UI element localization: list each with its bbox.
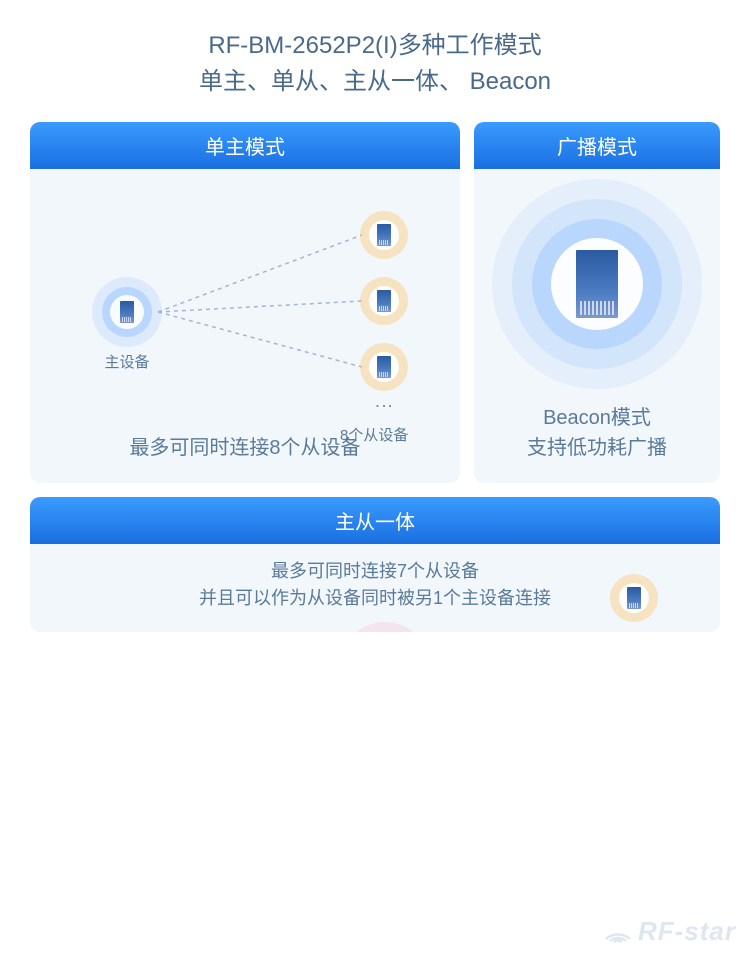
desc-line1: 最多可同时连接7个从设备	[271, 561, 479, 581]
card-header-broadcast: 广播模式	[474, 122, 720, 169]
card-header-single-master: 单主模式	[30, 122, 460, 169]
slave-node-2	[360, 277, 408, 325]
row-2: 主从一体 主设备 主从一体设备	[0, 497, 750, 646]
slave-count-label: 8个从设备	[340, 424, 408, 445]
card-body-single-master: 主设备 ⋮ 8个从设备	[30, 169, 460, 419]
ellipsis-icon: ⋮	[379, 397, 388, 417]
chip-icon	[120, 301, 134, 323]
card-header-master-slave: 主从一体	[30, 497, 720, 544]
center-halo	[340, 622, 430, 632]
title-line-1: RF-BM-2652P2(I)多种工作模式	[0, 28, 750, 64]
chip-icon	[576, 250, 618, 318]
card-master-slave: 主从一体 主设备 主从一体设备	[30, 497, 720, 632]
desc-line2: 并且可以作为从设备同时被另1个主设备连接	[199, 588, 551, 608]
master-halo	[92, 277, 162, 347]
card-single-master: 单主模式 主设备 ⋮ 8	[30, 122, 460, 483]
slave-node-3	[360, 343, 408, 391]
desc-line1: Beacon模式	[543, 407, 651, 429]
chip-icon	[377, 224, 391, 246]
desc-line2: 支持低功耗广播	[527, 437, 667, 459]
card-desc-broadcast: Beacon模式 支持低功耗广播	[474, 389, 720, 483]
title-block: RF-BM-2652P2(I)多种工作模式 单主、单从、主从一体、 Beacon	[0, 0, 750, 122]
wifi-icon	[604, 921, 632, 943]
title-line-2: 单主、单从、主从一体、 Beacon	[0, 64, 750, 100]
watermark-text: RF-star	[638, 916, 736, 947]
slave-node-1	[360, 211, 408, 259]
master-device-node	[92, 277, 162, 347]
chip-icon	[377, 356, 391, 378]
watermark: RF-star	[604, 916, 736, 947]
master-label: 主设备	[92, 351, 162, 372]
card-body-broadcast	[474, 169, 720, 389]
row-1: 单主模式 主设备 ⋮ 8	[0, 122, 750, 497]
slave-node-1	[610, 574, 658, 622]
center-device-node	[340, 622, 430, 632]
beacon-halo	[492, 179, 702, 389]
card-broadcast: 广播模式 Beacon模式 支持低功耗广播	[474, 122, 720, 483]
chip-icon	[377, 290, 391, 312]
chip-icon	[627, 587, 641, 609]
